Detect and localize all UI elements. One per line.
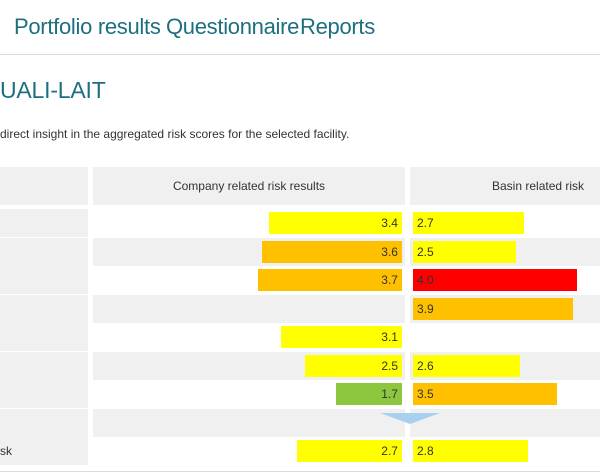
company-risk-cell: 3.4 (93, 209, 405, 237)
company-risk-cell: 2.5 (93, 351, 405, 380)
row-label (0, 266, 88, 294)
basin-risk-cell: 2.7 (410, 209, 600, 237)
tab-reports[interactable]: Reports (300, 14, 375, 39)
table-row: 3.1 (0, 323, 600, 351)
table-row: 3.4 2.7 (0, 209, 600, 237)
row-label (0, 209, 88, 237)
table-row: 3.6 2.5 (0, 237, 600, 266)
top-navigation: Portfolio results Questionnaire Reports (0, 0, 600, 55)
company-risk-bar: 3.1 (281, 326, 402, 348)
tab-portfolio-results[interactable]: Portfolio results (14, 14, 161, 39)
company-risk-cell (93, 294, 405, 323)
intro-text: direct insight in the aggregated risk sc… (0, 127, 350, 141)
company-risk-cell: 3.1 (93, 323, 405, 351)
company-risk-cell: 1.7 (93, 380, 405, 408)
column-header-label (0, 167, 88, 205)
company-risk-bar: 3.6 (261, 240, 402, 263)
basin-risk-cell: 2.5 (410, 237, 600, 266)
column-header-basin-risk: Basin related risk (410, 167, 600, 205)
row-label (0, 408, 88, 437)
basin-risk-cell: 2.6 (410, 351, 600, 380)
row-label (0, 323, 88, 351)
divider (0, 471, 600, 472)
row-label (0, 380, 88, 408)
table-row: 3.7 4.0 (0, 266, 600, 294)
company-risk-bar: 2.5 (304, 354, 402, 377)
basin-risk-bar: 2.8 (413, 440, 528, 462)
column-header-company-risk: Company related risk results (93, 167, 405, 205)
basin-risk-bar: 3.9 (413, 297, 573, 320)
basin-risk-cell (410, 408, 600, 437)
basin-risk-cell: 2.8 (410, 437, 600, 465)
company-risk-bar: 3.4 (269, 212, 402, 234)
company-risk-cell (93, 408, 405, 437)
basin-risk-cell (410, 323, 600, 351)
table-row: sk 2.7 2.8 (0, 437, 600, 465)
basin-risk-cell: 3.5 (410, 380, 600, 408)
page-title: UALI-LAIT (0, 77, 106, 103)
tab-questionnaire[interactable]: Questionnaire (166, 14, 300, 39)
basin-risk-bar: 2.6 (413, 354, 520, 377)
table-row: 3.9 (0, 294, 600, 323)
chevron-down-icon[interactable] (380, 412, 440, 424)
company-risk-bar: 2.7 (296, 440, 402, 462)
table-row: 2.5 2.6 (0, 351, 600, 380)
company-risk-bar: 3.7 (257, 269, 402, 291)
basin-risk-bar: 2.7 (413, 212, 524, 234)
table-row (0, 408, 600, 437)
basin-risk-bar: 3.5 (413, 383, 557, 405)
table-row: 1.7 3.5 (0, 380, 600, 408)
row-label: sk (0, 437, 88, 465)
row-label (0, 237, 88, 266)
basin-risk-cell: 3.9 (410, 294, 600, 323)
row-label (0, 351, 88, 380)
company-risk-bar: 1.7 (335, 383, 402, 405)
company-risk-cell: 3.6 (93, 237, 405, 266)
company-risk-cell: 2.7 (93, 437, 405, 465)
row-label (0, 294, 88, 323)
basin-risk-bar: 4.0 (413, 269, 577, 291)
basin-risk-cell: 4.0 (410, 266, 600, 294)
basin-risk-bar: 2.5 (413, 240, 516, 263)
company-risk-cell: 3.7 (93, 266, 405, 294)
